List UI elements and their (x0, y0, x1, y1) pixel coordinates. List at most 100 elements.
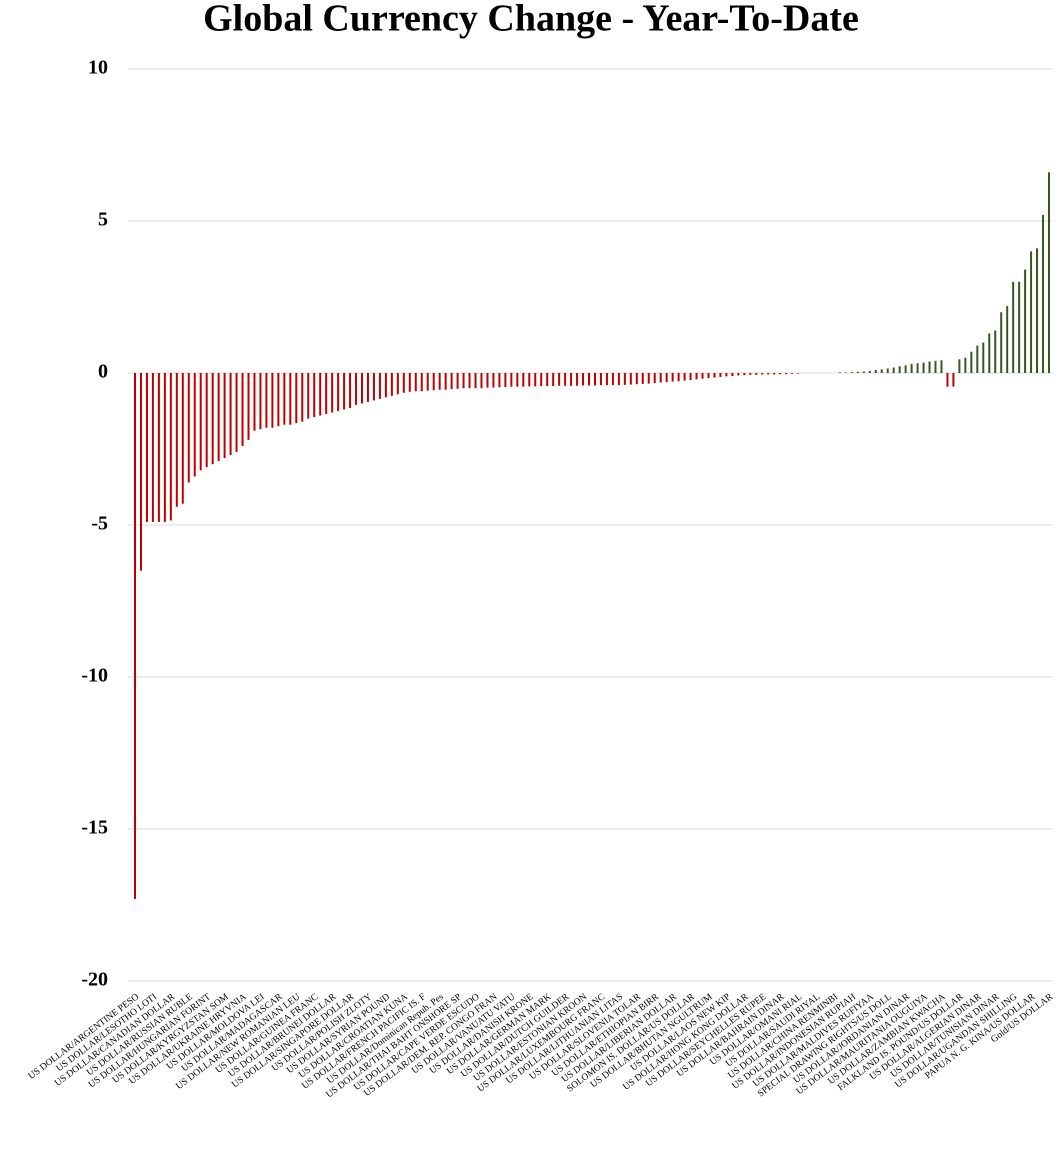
bar (319, 373, 322, 416)
bar (402, 373, 405, 393)
bar (617, 373, 620, 386)
bar (546, 373, 549, 387)
bar (241, 373, 244, 446)
bar (289, 373, 292, 425)
bar (540, 373, 543, 387)
bar (1036, 248, 1039, 373)
bar (749, 373, 752, 375)
bar (462, 373, 465, 389)
bar (940, 360, 943, 373)
bar (593, 373, 596, 386)
bar (755, 373, 758, 375)
bar (570, 373, 573, 386)
bar (384, 373, 387, 398)
bar (193, 373, 196, 477)
bar (486, 373, 489, 388)
bar (504, 373, 507, 387)
bar (898, 366, 901, 373)
bar (516, 373, 519, 387)
bar (366, 373, 369, 402)
bar (1000, 312, 1003, 373)
bar (229, 373, 232, 456)
bar (1024, 269, 1027, 373)
bar (355, 373, 358, 405)
bar (283, 373, 286, 425)
bar (713, 373, 716, 378)
bar (528, 373, 531, 387)
bar (259, 373, 262, 430)
bar (892, 367, 895, 373)
bar (444, 373, 447, 390)
bar (599, 373, 602, 386)
bar (211, 373, 214, 465)
bar (623, 373, 626, 385)
bar (378, 373, 381, 399)
bar (689, 373, 692, 380)
bar (874, 369, 877, 373)
bar (910, 363, 913, 373)
y-tick-label: -15 (81, 817, 108, 839)
bar (325, 373, 328, 415)
bar (1048, 172, 1050, 373)
bar (223, 373, 226, 459)
bar (928, 361, 931, 373)
bar (707, 373, 710, 379)
bar (994, 330, 997, 373)
bar (922, 362, 925, 373)
bar (582, 373, 585, 386)
bar (767, 373, 770, 375)
bar (731, 373, 734, 377)
bar (414, 373, 417, 392)
bar (964, 357, 967, 373)
bar (982, 342, 985, 373)
bar (253, 373, 256, 431)
bar (880, 369, 883, 373)
bar (785, 373, 788, 375)
bar (522, 373, 525, 387)
bar (862, 371, 865, 373)
y-tick-label: -10 (81, 665, 108, 687)
bar (761, 373, 764, 375)
bar (641, 373, 644, 384)
bar (659, 373, 662, 383)
bar (450, 373, 453, 390)
bar (438, 373, 441, 390)
bar (361, 373, 364, 404)
chart-title: Global Currency Change - Year-To-Date (203, 0, 859, 40)
bar (605, 373, 608, 386)
bar (480, 373, 483, 389)
bar (331, 373, 334, 413)
bar (916, 363, 919, 373)
bar (217, 373, 220, 462)
bar (301, 373, 304, 422)
bar (773, 373, 776, 375)
y-tick-label: 10 (88, 57, 108, 79)
bar (151, 373, 154, 522)
bar (235, 373, 238, 453)
bar (343, 373, 346, 410)
bar (390, 373, 393, 396)
bar (850, 372, 853, 373)
bar (492, 373, 495, 388)
bar (157, 373, 160, 522)
bar (588, 373, 591, 386)
bar (295, 373, 298, 424)
bar (277, 373, 280, 427)
bar (635, 373, 638, 385)
bar (576, 373, 579, 386)
y-tick-label: -20 (81, 969, 108, 991)
bar (510, 373, 513, 387)
bar (474, 373, 477, 389)
bar (564, 373, 567, 386)
bar (534, 373, 537, 387)
bar (797, 373, 800, 374)
bar (886, 368, 889, 373)
bar (163, 373, 166, 522)
bar (629, 373, 632, 385)
bar (432, 373, 435, 391)
bar (671, 373, 674, 382)
bar (265, 373, 268, 428)
bar (958, 359, 961, 373)
bar (1012, 281, 1015, 373)
